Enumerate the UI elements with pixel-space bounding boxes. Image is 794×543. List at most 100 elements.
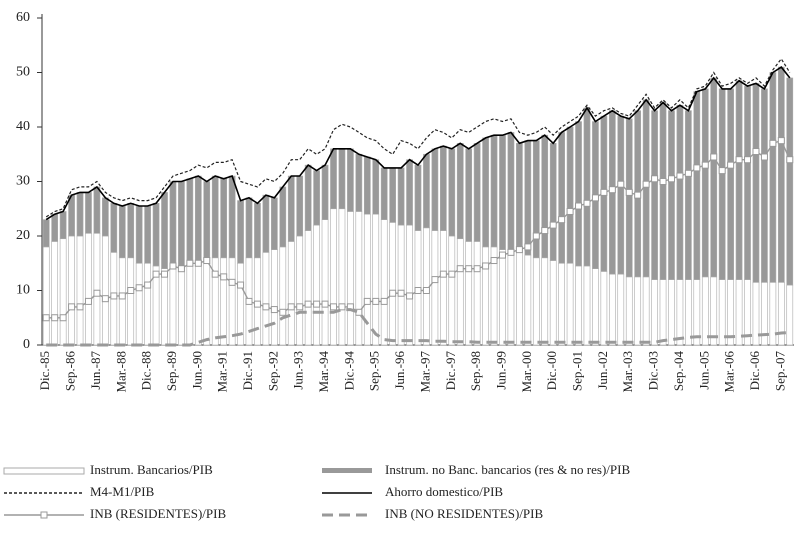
- marker: [228, 278, 236, 286]
- bar-segment: [279, 186, 287, 248]
- bar-segment: [777, 66, 785, 283]
- marker: [439, 270, 447, 278]
- legend-marker: [40, 511, 48, 519]
- bar-segment: [701, 88, 709, 278]
- legend-label: INB (NO RESIDENTES)/PIB: [385, 506, 543, 521]
- marker: [203, 257, 211, 265]
- bar-segment: [355, 211, 363, 346]
- y-tick-label: 10: [16, 283, 30, 298]
- bar-segment: [625, 276, 633, 346]
- marker: [161, 270, 169, 278]
- bar-segment: [575, 121, 582, 267]
- legend-label: Instrum. no Banc. bancarios (res & no re…: [385, 462, 630, 477]
- marker: [710, 153, 718, 161]
- bar-segment: [296, 235, 304, 346]
- bar-segment: [549, 143, 557, 261]
- bar-segment: [330, 208, 337, 346]
- x-tick-label: Dic.-85: [37, 351, 52, 390]
- bar-segment: [668, 279, 675, 346]
- bar-segment: [313, 170, 320, 226]
- marker: [727, 161, 735, 169]
- x-tick-label: Sep.-01: [570, 351, 585, 391]
- bar-segment: [423, 227, 430, 346]
- x-tick-label: Mar.-91: [215, 351, 230, 393]
- marker: [532, 232, 540, 240]
- marker: [608, 186, 616, 194]
- x-tick-label: Dic.-97: [443, 351, 458, 391]
- bar-segment: [600, 271, 608, 346]
- bar-segment: [338, 148, 346, 210]
- marker: [177, 265, 185, 273]
- x-tick-label: Mar.-94: [316, 351, 331, 393]
- bar-segment: [203, 260, 211, 346]
- marker: [422, 287, 430, 294]
- bar-segment: [414, 164, 422, 231]
- marker: [541, 227, 549, 235]
- bar-segment: [110, 203, 118, 253]
- bar-segment: [127, 203, 135, 259]
- marker: [237, 281, 245, 289]
- marker: [372, 297, 380, 305]
- bar-segment: [448, 235, 456, 346]
- bar-segment: [617, 115, 625, 275]
- bar-segment: [448, 148, 456, 237]
- marker: [389, 289, 397, 297]
- bar-segment: [144, 205, 151, 264]
- bar-segment: [592, 268, 599, 346]
- bar-segment: [262, 252, 270, 346]
- bar-segment: [59, 211, 67, 240]
- y-tick-label: 20: [16, 228, 30, 243]
- legend-swatch: [3, 467, 85, 475]
- marker: [642, 180, 650, 188]
- marker: [625, 188, 633, 196]
- marker: [583, 199, 591, 207]
- y-tick-label: 50: [16, 65, 30, 80]
- bar-segment: [304, 164, 312, 231]
- bar-segment: [93, 186, 101, 234]
- marker: [287, 303, 295, 311]
- bar-segment: [786, 284, 794, 346]
- bar-segment: [287, 241, 295, 346]
- bar-segment: [440, 145, 447, 231]
- bar-segment: [465, 241, 473, 346]
- marker: [313, 300, 321, 308]
- bar-segment: [42, 246, 50, 346]
- bar-segment: [228, 257, 236, 346]
- bar-segment: [735, 80, 743, 280]
- legend-label: Ahorro domestico/PIB: [385, 484, 503, 499]
- marker: [769, 139, 777, 147]
- marker: [76, 303, 84, 311]
- marker: [127, 287, 135, 294]
- x-tick-label: Jun.-02: [595, 351, 610, 390]
- marker: [617, 180, 625, 188]
- bar-segment: [186, 178, 194, 267]
- marker: [448, 270, 456, 278]
- x-tick-label: Jun.-99: [493, 351, 508, 390]
- bar-segment: [701, 276, 709, 346]
- marker: [211, 270, 219, 278]
- line-series: [45, 66, 791, 221]
- bar-segment: [482, 137, 489, 248]
- marker: [363, 297, 371, 305]
- bar-segment: [102, 235, 109, 346]
- marker: [701, 161, 709, 169]
- bar-segment: [152, 203, 160, 267]
- bar-segment: [51, 241, 59, 346]
- bar-segment: [431, 148, 439, 231]
- bar-segment: [363, 156, 371, 215]
- marker: [744, 156, 752, 164]
- bar-segment: [211, 175, 219, 259]
- marker: [135, 284, 143, 292]
- x-tick-label: Dic.-00: [544, 351, 559, 390]
- marker: [414, 287, 422, 294]
- marker: [279, 308, 287, 316]
- marker: [380, 297, 388, 305]
- marker: [186, 259, 194, 267]
- legend-label: INB (RESIDENTES)/PIB: [90, 506, 226, 521]
- bar-segment: [389, 167, 396, 223]
- marker: [591, 194, 599, 202]
- bar-segment: [693, 279, 701, 346]
- marker: [575, 202, 583, 210]
- bar-segment: [549, 260, 557, 346]
- bar-segment: [118, 205, 126, 259]
